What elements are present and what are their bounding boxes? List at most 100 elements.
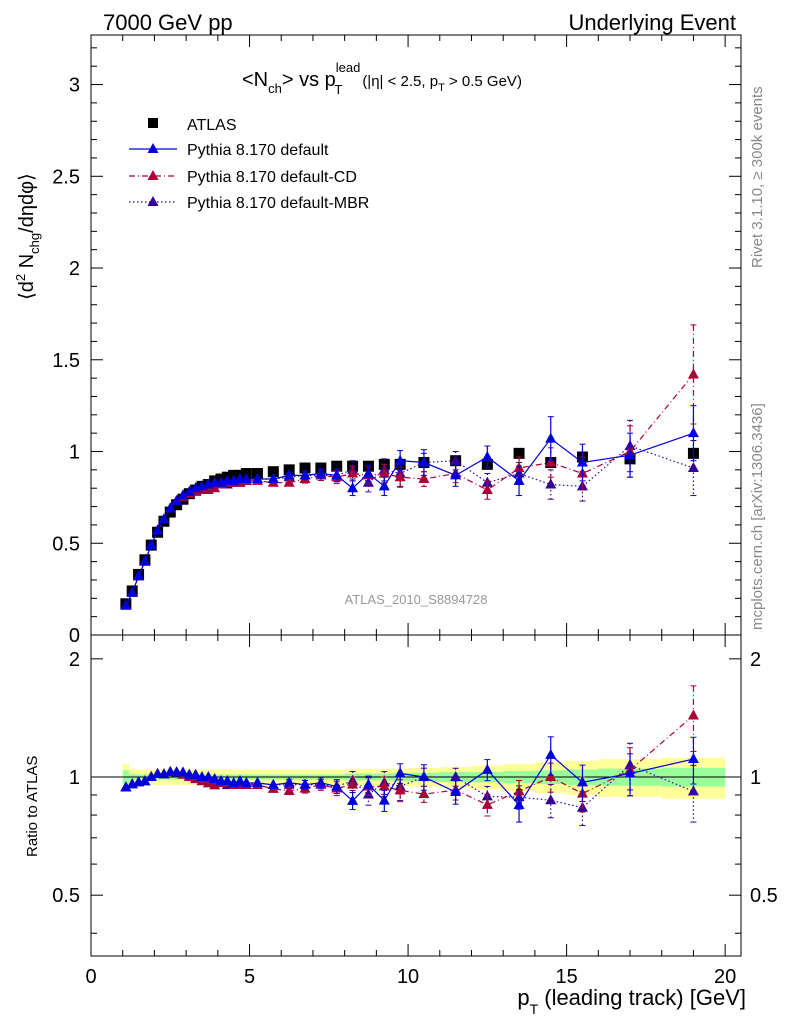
point-default (240, 473, 252, 484)
ratio-point-default (177, 766, 189, 777)
point-cd (283, 476, 295, 487)
point-default (347, 482, 359, 493)
plot-title: <Nch> vs plead T (|η| < 2.5, pT > 0.5 GeV) (242, 60, 522, 97)
point-default (158, 513, 170, 524)
point-default (183, 485, 195, 496)
point-default (362, 467, 374, 478)
ratio-point-default (418, 771, 430, 782)
point-atlas (299, 462, 311, 474)
ratio-point-default (687, 753, 699, 764)
point-default (120, 599, 132, 610)
point-default (315, 467, 327, 478)
ratio-point-cd (481, 798, 493, 809)
point-default (513, 474, 525, 485)
point-default (251, 473, 263, 484)
ratio-point-default (513, 799, 525, 810)
ratio-point-cd (418, 788, 430, 799)
point-mbr (687, 462, 699, 473)
ratio-tick-label: 2 (69, 649, 80, 671)
ratio-point-default (202, 771, 214, 782)
ratio-point-default (145, 771, 157, 782)
ratio-point-cd (545, 771, 557, 782)
point-default (299, 469, 311, 480)
point-cd (687, 368, 699, 379)
point-default (152, 524, 164, 535)
legend-marker-mbr (147, 196, 159, 206)
ratio-tick-label: 0.5 (52, 885, 80, 907)
point-cd (545, 456, 557, 467)
rivet-label: Rivet 3.1.10, ≥ 300k events (749, 86, 766, 268)
series-default (120, 405, 699, 823)
ratio-tick-label-right: 0.5 (750, 885, 778, 907)
ratio-point-mbr (450, 771, 462, 782)
point-default (145, 539, 157, 550)
ratio-point-default (450, 786, 462, 797)
legend-label-atlas: ATLAS (187, 117, 237, 134)
point-default (450, 469, 462, 480)
ratio-point-default (240, 776, 252, 787)
legend-marker-default (147, 143, 159, 153)
y-tick-label: 1.5 (52, 350, 80, 372)
mcplots-label: mcplots.cern.ch [arXiv:1306.3436] (749, 403, 766, 630)
point-default (576, 456, 588, 467)
point-default (177, 489, 189, 500)
series-line-mbr (125, 445, 694, 606)
ratio-point-default (267, 778, 279, 789)
point-default (378, 480, 390, 491)
ratio-point-default (139, 775, 151, 786)
ratio-tick-label: 1 (69, 767, 80, 789)
x-tick-label: 10 (397, 966, 419, 988)
y-tick-label: 2 (69, 258, 80, 280)
ratio-point-default (394, 767, 406, 778)
ratio-point-default (347, 794, 359, 805)
ratio-point-cd (202, 777, 214, 788)
y-tick-label: 0.5 (52, 533, 80, 555)
point-default (545, 432, 557, 443)
y-tick-label: 0 (69, 625, 80, 647)
series-line-default (125, 432, 694, 606)
point-cd (418, 473, 430, 484)
header-right: Underlying Event (568, 10, 736, 35)
ratio-plot-frame (90, 634, 742, 957)
ratio-point-default (331, 780, 343, 791)
ratio-point-cd (394, 784, 406, 795)
point-default (418, 456, 430, 467)
x-tick-label: 15 (555, 966, 577, 988)
header-left: 7000 GeV pp (103, 10, 233, 35)
ratio-tick-label-right: 2 (750, 649, 761, 671)
y-axis-label-main: ⟨d2 Nchg/dηdφ⟩ (13, 173, 42, 300)
series-atlas (120, 447, 699, 610)
point-cd (481, 484, 493, 495)
ratio-point-default (299, 778, 311, 789)
ratio-point-cd (378, 780, 390, 791)
legend-marker-cd (147, 170, 159, 180)
point-cd (209, 482, 221, 493)
analysis-label: ATLAS_2010_S8894728 (345, 592, 488, 607)
ratio-point-mbr (687, 785, 699, 796)
series-layer (120, 324, 699, 826)
ratio-point-default (283, 776, 295, 787)
ratio-point-cd (283, 784, 295, 795)
point-default (171, 495, 183, 506)
point-default (331, 469, 343, 480)
y-axis-label-ratio: Ratio to ATLAS (24, 756, 41, 857)
point-default (133, 570, 145, 581)
ratio-point-default (190, 768, 202, 779)
point-mbr (450, 454, 462, 465)
point-default (394, 454, 406, 465)
x-tick-label: 0 (85, 966, 96, 988)
point-default (687, 427, 699, 438)
point-cd (347, 467, 359, 478)
point-default (164, 502, 176, 513)
point-atlas (267, 466, 279, 478)
ratio-point-default (576, 776, 588, 787)
point-default (283, 469, 295, 480)
legend: ATLAS Pythia 8.170 default Pythia 8.170 … (129, 117, 369, 212)
ratio-point-default (545, 748, 557, 759)
axis-ticks (90, 35, 741, 956)
legend-label-default: Pythia 8.170 default (187, 142, 329, 159)
legend-label-mbr: Pythia 8.170 default-MBR (187, 195, 369, 212)
x-tick-label: 5 (244, 966, 255, 988)
ratio-point-default (120, 781, 132, 792)
